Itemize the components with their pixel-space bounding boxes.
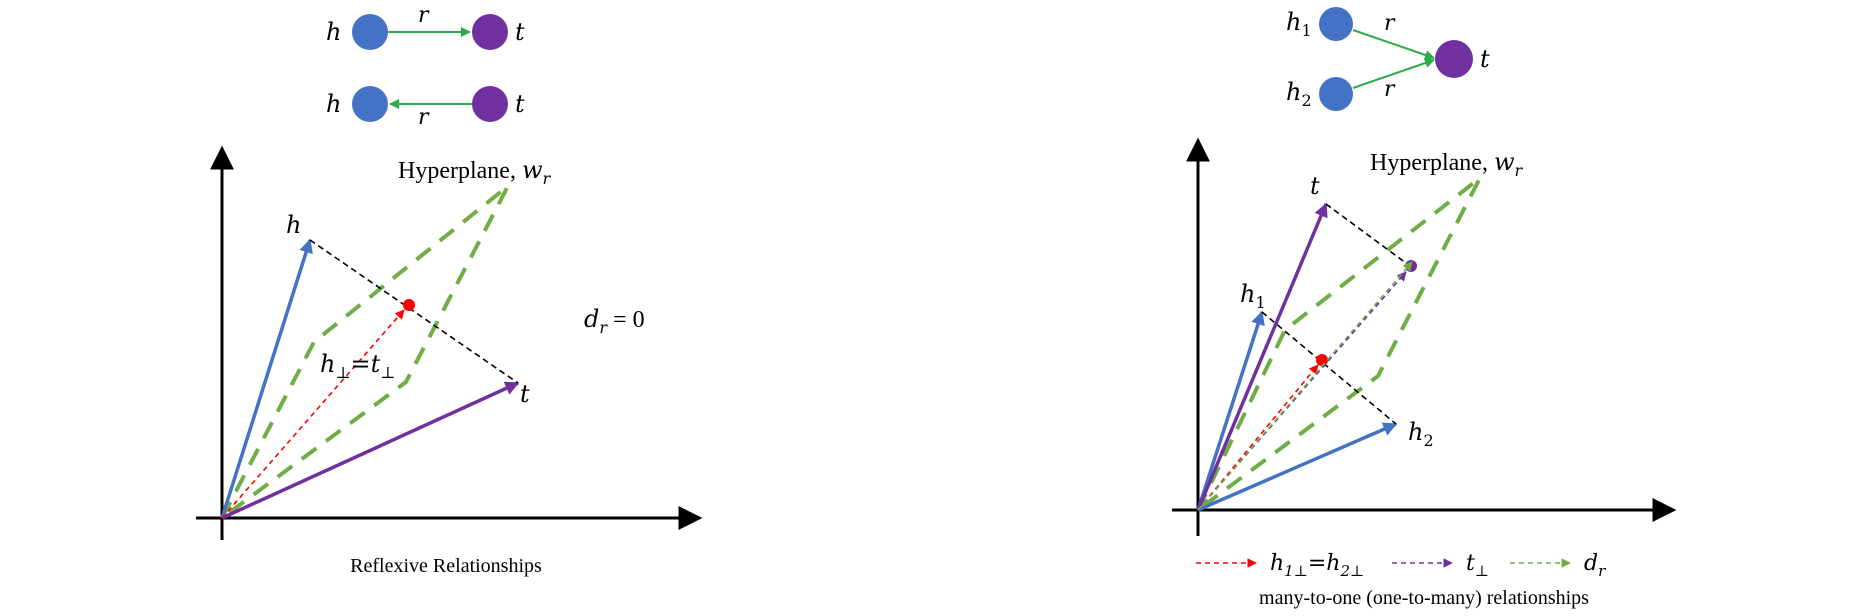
right-graph: h1 h2 r r t [1286,7,1490,111]
projection-vector-t [1197,271,1407,511]
head-node [352,14,388,50]
vector-h1-label: h1 [1240,280,1266,312]
vector-t-label: t [520,380,530,408]
node-label-h2: h2 [1286,78,1312,110]
vector-h [220,238,313,519]
relation-arrow-2 [1352,58,1435,89]
vector-t-label: t [1310,172,1320,200]
legend-label-dr: dr [1584,551,1606,580]
right-panel: h1 h2 r r t Hyperplane, [1172,7,1677,609]
legend: h1⊥=h2⊥ t⊥ dr [1196,551,1606,580]
legend-label-t-perp: t⊥ [1466,551,1489,580]
left-graph-reverse: h r t [326,86,525,130]
node-label-t: t [515,90,525,118]
relation-label-r1: r [1384,11,1396,36]
dr-equation: dr = 0 [584,305,645,337]
projection-label: h⊥=t⊥ [320,350,395,382]
right-caption: many-to-one (one-to-many) relationships [1259,587,1589,609]
head-node [352,86,388,122]
projection-line [309,239,519,384]
hyperplane-label: Hyperplane, wr [1370,148,1524,180]
legend-label-h-perp: h1⊥=h2⊥ [1270,551,1364,580]
vector-h1 [1196,310,1265,511]
hyperplane [1196,176,1482,512]
vector-h2 [1197,422,1398,512]
projection-line-h [1261,311,1397,425]
left-panel: h r t h r t Hyper [196,3,703,577]
dr-vector [1197,261,1413,511]
node-label-h: h [326,90,341,118]
hyperplane [220,184,510,520]
vector-h-label: h [286,211,301,239]
node-label-t: t [515,18,525,46]
tail-node [472,14,508,50]
projection-line-t [1325,203,1411,267]
relation-label-r2: r [1384,77,1396,102]
vector-t [1196,202,1328,511]
relation-label-r: r [418,105,430,130]
vector-h2-label: h2 [1408,418,1434,450]
node-label-h1: h1 [1286,8,1312,40]
projection-vector [221,309,405,519]
projection-point-h [1316,354,1328,366]
relation-label-r: r [418,3,430,28]
hyperplane-label: Hyperplane, wr [398,156,552,188]
tail-node [472,86,508,122]
head2-node [1319,77,1353,111]
projection-point-t [1405,260,1417,272]
projection-point [403,299,415,311]
tail-node [1435,40,1473,78]
vector-t [221,381,520,520]
left-graph-forward: h r t [326,3,525,50]
node-label-t: t [1480,45,1490,73]
node-label-h: h [326,18,341,46]
relation-arrow-1 [1352,29,1435,60]
head1-node [1319,7,1353,41]
left-caption: Reflexive Relationships [350,555,542,577]
